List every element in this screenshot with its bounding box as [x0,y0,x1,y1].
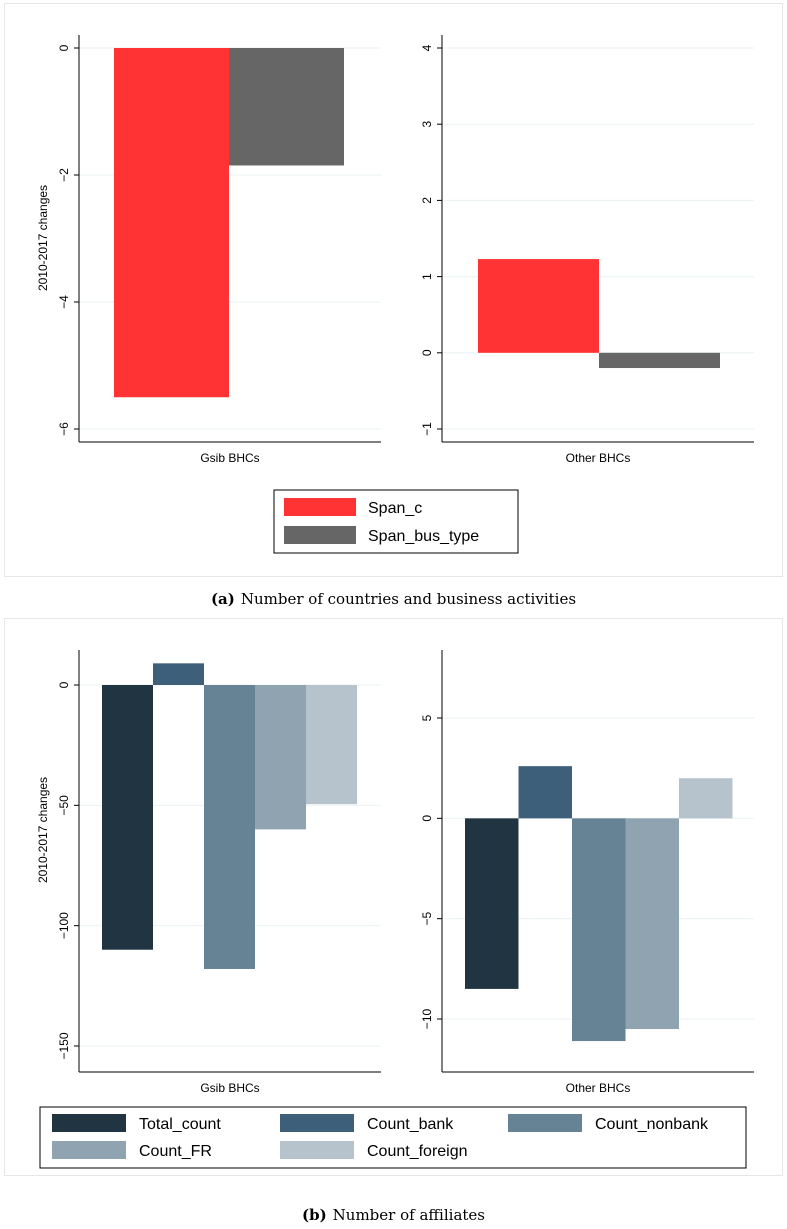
bar-total-count [465,818,519,989]
legend-swatch [52,1141,126,1159]
y-tick-label: −4 [57,295,71,309]
bar-total-count [102,685,153,950]
legend-label: Count_FR [139,1143,212,1160]
y-tick-label: 0 [420,815,434,822]
panel-gsib: 0 −50 −100 −150 Gsib BHCs [57,650,381,1095]
bar-span-bus-type [229,48,344,166]
y-tick-label: −1 [420,422,434,436]
caption-a-label: (a) [210,590,235,608]
legend-label: Span_bus_type [368,528,479,545]
legend-label: Total_count [139,1116,221,1133]
legend-swatch [284,526,356,544]
legend-label: Span_c [368,500,422,517]
y-tick-label: −6 [57,422,71,436]
legend-swatch [280,1114,354,1132]
chart-a: 0 −2 −4 −6 Gsib BHCs 4 3 2 1 0 −1 Other BHCs 2010-20… [36,35,754,554]
legend-swatch [284,498,356,516]
bar-count-bank [518,766,572,819]
bar-count-bank [153,663,204,685]
legend-label: Count_nonbank [595,1116,709,1133]
y-tick-label: −5 [420,912,434,926]
caption-b-text: Number of affiliates [332,1206,485,1224]
y-tick-label: −150 [57,1032,71,1059]
y-tick-label: 0 [420,349,434,356]
legend-swatch [508,1114,582,1132]
legend-box [39,1106,747,1169]
category-label: Gsib BHCs [200,1081,259,1095]
caption-a-text: Number of countries and business activit… [240,590,577,608]
y-axis-label: 2010-2017 changes [36,777,50,883]
y-tick-label: −10 [420,1008,434,1029]
caption-b: (b) Number of affiliates [0,1206,787,1224]
caption-a: (a) Number of countries and business acti… [0,590,787,608]
legend-label: Count_foreign [367,1143,468,1160]
y-tick-label: 1 [420,273,434,280]
y-tick-label: 0 [57,44,71,51]
caption-b-label: (b) [301,1206,327,1224]
legend: Total_count Count_bank Count_nonbank Count_… [39,1106,747,1169]
y-tick-label: 0 [57,681,71,688]
bar-count-fr [255,685,306,830]
panel-other: 5 0 −5 −10 Other BHCs [420,650,754,1095]
y-tick-label: −2 [57,168,71,182]
category-label: Other BHCs [566,451,631,465]
bar-count-foreign [306,685,357,805]
bar-count-nonbank [204,685,255,969]
bar-span-c [114,48,229,398]
y-tick-label: 5 [420,714,434,721]
panel-gsib: 0 −2 −4 −6 Gsib BHCs [57,35,381,465]
chart-b: 0 −50 −100 −150 Gsib BHCs 5 0 −5 −10 Other BHCs 20… [36,650,754,1169]
panel-other: 4 3 2 1 0 −1 Other BHCs [420,35,754,465]
bar-span-c [478,259,599,353]
bar-count-nonbank [572,818,626,1042]
y-axis-label: 2010-2017 changes [36,185,50,291]
legend-label: Count_bank [367,1116,454,1133]
bar-count-foreign [679,778,733,819]
y-tick-label: 3 [420,121,434,128]
legend: Span_c Span_bus_type [273,489,519,554]
legend-swatch [52,1114,126,1132]
y-tick-label: 2 [420,197,434,204]
y-tick-label: −50 [57,795,71,816]
bar-count-fr [625,818,679,1030]
category-label: Other BHCs [566,1081,631,1095]
bar-span-bus-type [599,352,720,369]
y-tick-label: −100 [57,912,71,939]
legend-swatch [280,1141,354,1159]
y-tick-label: 4 [420,44,434,51]
category-label: Gsib BHCs [200,451,259,465]
